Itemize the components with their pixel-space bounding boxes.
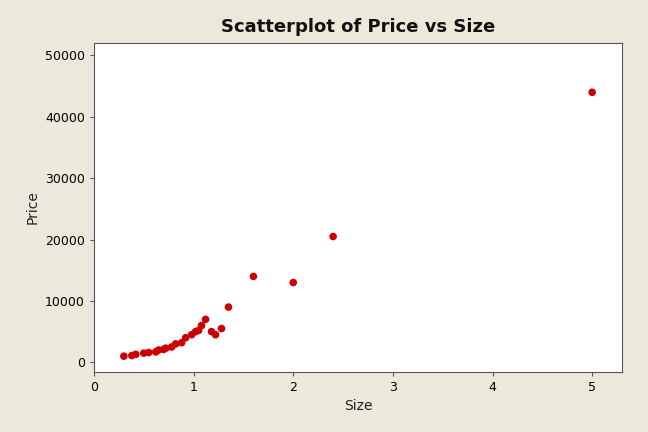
Point: [193, 327, 203, 334]
Point: [126, 352, 137, 359]
X-axis label: Size: Size: [344, 399, 372, 413]
Point: [159, 346, 169, 353]
Point: [176, 339, 187, 346]
Point: [191, 328, 201, 335]
Point: [131, 351, 141, 358]
Point: [200, 316, 211, 323]
Point: [161, 345, 171, 352]
Point: [170, 340, 181, 347]
Point: [216, 325, 227, 332]
Point: [224, 304, 234, 311]
Point: [187, 331, 197, 338]
Point: [144, 349, 154, 356]
Point: [587, 89, 597, 96]
Point: [139, 349, 149, 356]
Point: [119, 353, 129, 359]
Point: [248, 273, 259, 280]
Point: [154, 346, 164, 353]
Point: [288, 279, 299, 286]
Point: [211, 331, 221, 338]
Point: [328, 233, 338, 240]
Point: [150, 349, 161, 356]
Title: Scatterplot of Price vs Size: Scatterplot of Price vs Size: [221, 18, 495, 36]
Point: [180, 334, 191, 341]
Point: [167, 343, 177, 350]
Point: [206, 328, 216, 335]
Y-axis label: Price: Price: [25, 191, 40, 224]
Point: [196, 322, 207, 329]
